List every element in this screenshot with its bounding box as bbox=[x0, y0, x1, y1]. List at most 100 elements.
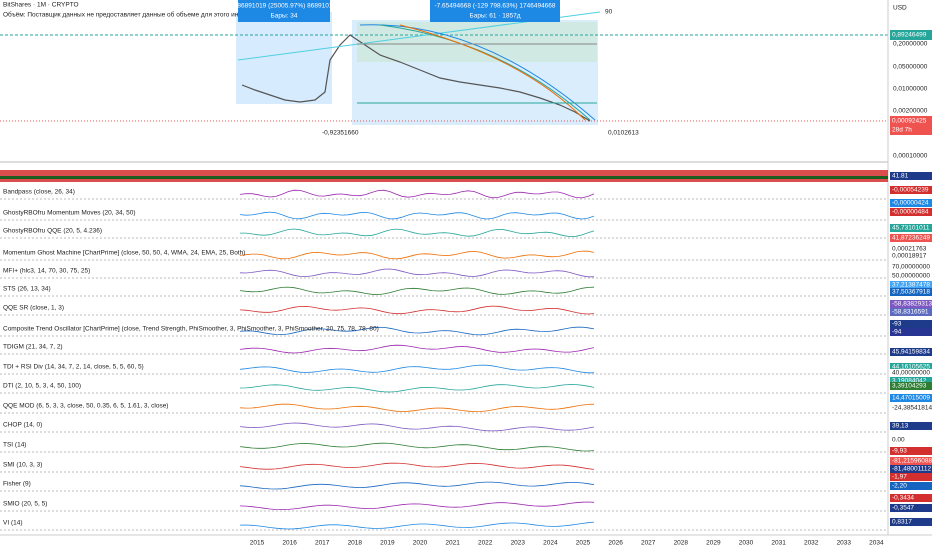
indicator-line bbox=[239, 442, 595, 452]
price-axis-label: 0,00200000 bbox=[893, 108, 928, 115]
value-tag bbox=[890, 494, 932, 502]
value-tag-label: 39,13 bbox=[892, 423, 909, 430]
time-axis-label: 2029 bbox=[706, 540, 721, 547]
axis-unit: USD bbox=[893, 5, 907, 12]
time-axis-label: 2025 bbox=[576, 540, 591, 547]
value-tag bbox=[890, 422, 932, 430]
measure-label: 0.86891019 (25005.97%) 86891019 bbox=[232, 3, 336, 10]
value-tag-label: -9,93 bbox=[892, 448, 907, 455]
value-tag bbox=[890, 288, 932, 296]
value-tag-label: -0,3547 bbox=[892, 505, 914, 512]
value-tag bbox=[890, 320, 932, 328]
pane-title: GhostyRBOfru Momentum Moves (20, 34, 50) bbox=[3, 210, 136, 217]
value-tag bbox=[890, 457, 932, 465]
pane-title: DTI (2, 10, 5, 3, 4, 50, 100) bbox=[3, 383, 81, 390]
measure-label: Бары: 61 · 1857д bbox=[469, 13, 520, 20]
value-tag bbox=[890, 308, 932, 316]
value-tag-label: -0,00000484 bbox=[892, 209, 929, 216]
time-axis-label: 2018 bbox=[348, 540, 363, 547]
indicator-line bbox=[239, 481, 595, 490]
value-tag-label: 0.00 bbox=[892, 437, 905, 444]
pane-title: Composite Trend Oscillator [ChartPrime] … bbox=[3, 326, 379, 333]
value-tag-label: 41,87236249 bbox=[892, 235, 930, 242]
value-tag bbox=[890, 245, 932, 253]
price-axis-label: 0,01000000 bbox=[893, 86, 928, 93]
pane-title: GhostyRBOfru QQE (20, 5, 4.236) bbox=[3, 228, 102, 235]
price-tag bbox=[890, 30, 932, 40]
pane-title: SMIO (20, 5, 5) bbox=[3, 501, 47, 508]
time-axis-label: 2020 bbox=[413, 540, 428, 547]
value-tag-label: 50,00000000 bbox=[892, 273, 930, 280]
indicator-line bbox=[239, 422, 595, 432]
value-tag-label: 45,94159834 bbox=[892, 349, 930, 356]
value-tag bbox=[890, 465, 932, 473]
measure-label-box bbox=[430, 0, 560, 22]
time-axis-label: 2034 bbox=[869, 540, 884, 547]
value-tag-label: 3,19084042 bbox=[892, 378, 927, 385]
indicator-line bbox=[239, 211, 595, 220]
value-tag bbox=[890, 300, 932, 308]
time-axis-label: 2032 bbox=[804, 540, 819, 547]
indicator-line bbox=[239, 326, 595, 336]
fib-arc bbox=[379, 24, 591, 121]
time-axis-label: 2019 bbox=[380, 540, 395, 547]
measure-label: -7.65494668 (-129 798.63%) 1746494668 bbox=[434, 3, 555, 10]
value-tag-label: 37,21387478 bbox=[892, 282, 930, 289]
chart-note: 0,0102613 bbox=[608, 130, 639, 137]
time-axis-label: 2028 bbox=[674, 540, 689, 547]
indicator-line bbox=[239, 286, 595, 296]
value-tag bbox=[890, 504, 932, 512]
value-tag bbox=[890, 436, 932, 444]
indicator-line bbox=[239, 189, 595, 199]
price-tag-label: 0,89246499 bbox=[892, 32, 927, 39]
value-tag-label: 41.81 bbox=[892, 173, 909, 180]
indicator-line bbox=[239, 250, 595, 260]
fib-arc bbox=[399, 24, 586, 121]
value-tag-label: 0,00018917 bbox=[892, 253, 927, 260]
value-tag-label: 45,73101011 bbox=[892, 225, 930, 232]
pane-title: VI (14) bbox=[3, 520, 23, 527]
price-axis-label: 0,05000000 bbox=[893, 64, 928, 71]
time-axis-label: 2015 bbox=[250, 540, 265, 547]
value-tag bbox=[890, 199, 932, 207]
chart-note: 90 bbox=[605, 9, 613, 16]
value-tag bbox=[890, 394, 932, 402]
symbol-title: BitShares · 1M · CRYPTO bbox=[3, 2, 79, 9]
value-tag-label: -94 bbox=[892, 329, 902, 336]
value-tag bbox=[890, 447, 932, 455]
pane-title: STS (26, 13, 34) bbox=[3, 286, 51, 293]
indicator-line bbox=[239, 364, 594, 374]
pane-title: QQE SR (close, 1, 3) bbox=[3, 305, 64, 312]
time-axis-label: 2024 bbox=[543, 540, 558, 547]
value-tag-label: -81,48001112 bbox=[892, 466, 932, 473]
value-tag bbox=[890, 328, 932, 336]
indicator-band bbox=[0, 176, 888, 179]
indicator-line bbox=[239, 268, 594, 278]
value-tag bbox=[890, 208, 932, 216]
indicator-line bbox=[239, 403, 595, 413]
indicator-line bbox=[240, 228, 595, 238]
pane-title: MFI+ (hlc3, 14, 70, 30, 75, 25) bbox=[3, 268, 90, 275]
price-tag bbox=[890, 116, 932, 135]
pane-title: TDI + RSI Div (14, 34, 7, 2, 14, close, … bbox=[3, 364, 144, 371]
value-tag bbox=[890, 363, 932, 371]
value-tag-label: 37,50367918 bbox=[892, 289, 930, 296]
chart-note: -0,92351660 bbox=[322, 130, 359, 137]
pane-title: Fisher (9) bbox=[3, 481, 31, 488]
pane-title: CHOP (14, 0) bbox=[3, 422, 42, 429]
value-tag-label: 0,8317 bbox=[892, 519, 912, 526]
value-tag bbox=[890, 272, 932, 280]
volume-note: Объём: Поставщик данных не предоставляет… bbox=[3, 11, 271, 19]
value-tag-label: -58,83829313 bbox=[892, 301, 932, 308]
value-tag bbox=[890, 172, 932, 180]
value-tag bbox=[890, 377, 932, 385]
indicator-line bbox=[239, 305, 595, 315]
value-tag-label: -81,21596088 bbox=[892, 458, 932, 465]
value-tag bbox=[890, 482, 932, 490]
indicator-plots bbox=[0, 189, 888, 531]
value-tag bbox=[890, 252, 932, 260]
price-path bbox=[241, 34, 591, 122]
value-tag bbox=[890, 404, 932, 412]
value-tag-label: 70,00000000 bbox=[892, 264, 930, 271]
value-tag-label: -2,20 bbox=[892, 483, 907, 490]
